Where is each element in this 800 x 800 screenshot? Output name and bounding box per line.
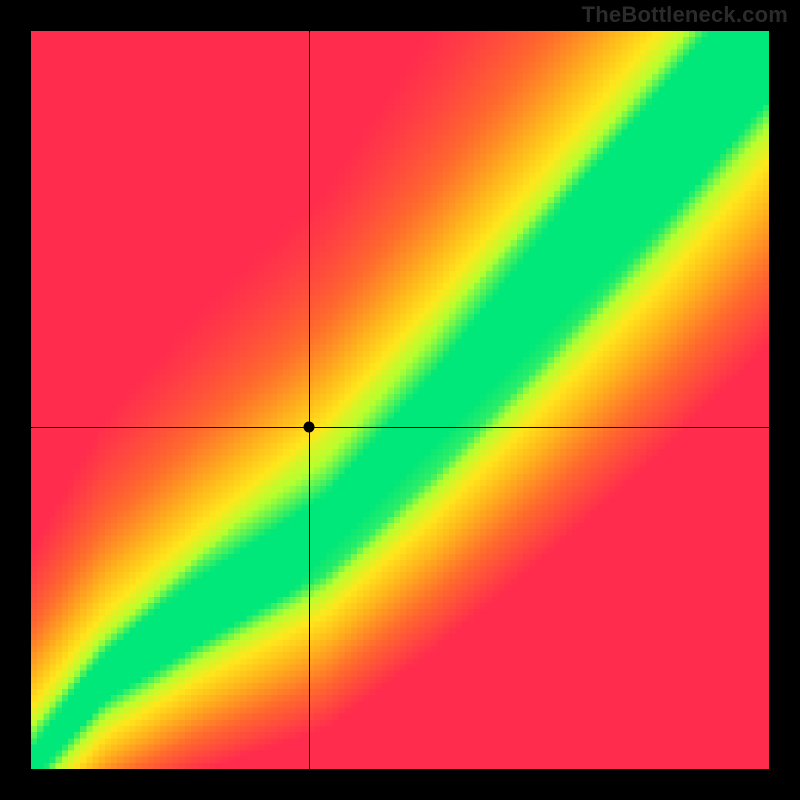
crosshair-horizontal	[31, 427, 769, 428]
crosshair-vertical	[309, 31, 310, 769]
heatmap-canvas	[31, 31, 769, 769]
heatmap-plot	[31, 31, 769, 769]
watermark-text: TheBottleneck.com	[582, 2, 788, 28]
page-container: TheBottleneck.com	[0, 0, 800, 800]
crosshair-dot	[304, 422, 315, 433]
